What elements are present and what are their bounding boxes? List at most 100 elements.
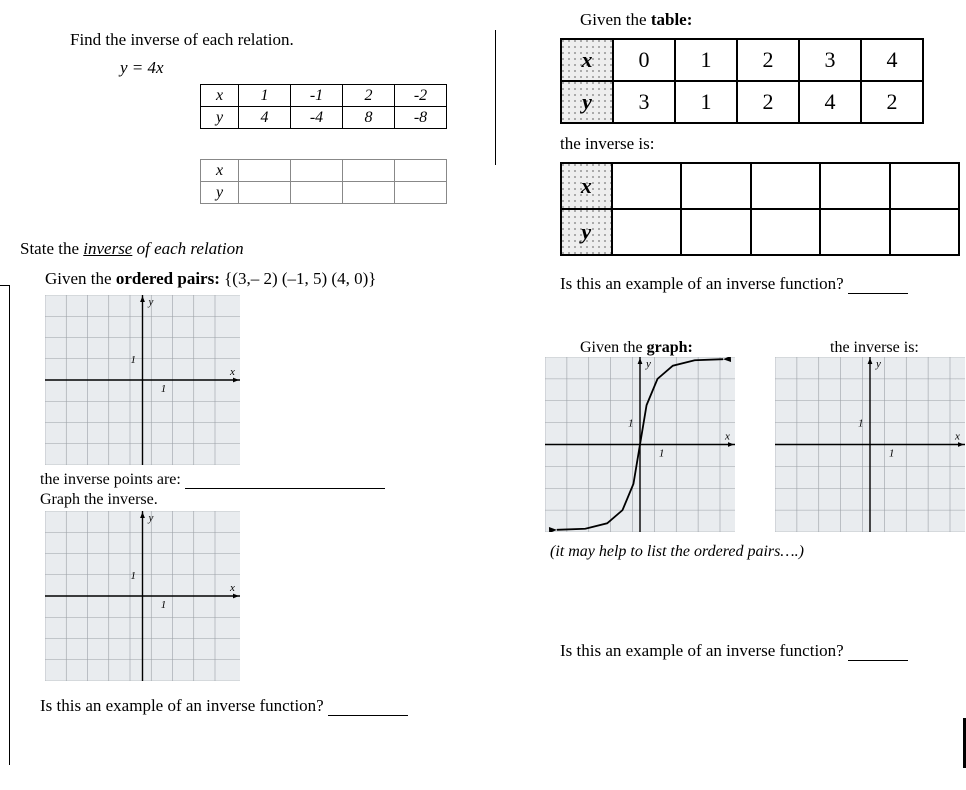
- blank-cell[interactable]: [681, 163, 750, 209]
- cell: -1: [291, 85, 343, 107]
- coordinate-grid: xy11: [45, 295, 240, 465]
- svg-text:y: y: [645, 358, 651, 370]
- table-row: x: [561, 163, 959, 209]
- blank-cell[interactable]: [395, 182, 447, 204]
- cell: 1: [675, 81, 737, 123]
- given-graph-label: Given the graph:: [580, 339, 693, 357]
- blank-cell[interactable]: [751, 163, 820, 209]
- given-table: x 0 1 2 3 4 y 3 1 2 4 2: [560, 38, 924, 124]
- grid-2: x y 1 1: [45, 511, 490, 681]
- blank-cell[interactable]: [343, 160, 395, 182]
- left-margin-rule: [0, 285, 10, 765]
- grid-1: xy11: [45, 295, 490, 465]
- cell: 4: [239, 107, 291, 129]
- blank-cell[interactable]: [395, 160, 447, 182]
- heading-suffix: of each relation: [132, 239, 243, 258]
- blank-cell[interactable]: [612, 163, 681, 209]
- svg-text:1: 1: [131, 354, 137, 366]
- cell: 2: [343, 85, 395, 107]
- heading-underlined: inverse: [83, 239, 132, 258]
- question-text: Is this an example of an inverse functio…: [560, 641, 844, 660]
- cell: 2: [737, 81, 799, 123]
- table-row: y 3 1 2 4 2: [561, 81, 923, 123]
- coordinate-grid: x y 1 1: [45, 511, 240, 681]
- given-graph-grid: x y 1 1: [545, 357, 735, 532]
- answer-blank[interactable]: [848, 647, 908, 661]
- row-label-x: x: [201, 160, 239, 182]
- x-header: x: [561, 39, 613, 81]
- inverse-graph-grid: x y 1 1: [775, 357, 965, 532]
- inverse-function-question-1: Is this an example of an inverse functio…: [560, 274, 960, 294]
- answer-blank[interactable]: [328, 702, 408, 716]
- inverse-function-question-2: Is this an example of an inverse functio…: [560, 641, 960, 661]
- inverse-points-label: the inverse points are:: [40, 471, 490, 489]
- row-label-y: y: [201, 107, 239, 129]
- cell: 0: [613, 39, 675, 81]
- blank-cell[interactable]: [751, 209, 820, 255]
- blank-cell[interactable]: [239, 182, 291, 204]
- cell: -4: [291, 107, 343, 129]
- svg-text:1: 1: [131, 570, 137, 582]
- blank-cell[interactable]: [291, 182, 343, 204]
- cell: 2: [737, 39, 799, 81]
- y-header: y: [561, 81, 613, 123]
- cell: 3: [799, 39, 861, 81]
- blank-cell[interactable]: [239, 160, 291, 182]
- find-inverse-heading: Find the inverse of each relation.: [70, 30, 490, 50]
- equation: y = 4x: [120, 58, 490, 78]
- svg-text:1: 1: [628, 418, 634, 430]
- inverse-is-label: the inverse is:: [560, 134, 960, 154]
- cell: 2: [861, 81, 923, 123]
- svg-text:1: 1: [161, 599, 167, 611]
- left-column: Find the inverse of each relation. y = 4…: [10, 0, 490, 716]
- question-text: Is this an example of an inverse functio…: [560, 274, 844, 293]
- inverse-is-label-2: the inverse is:: [830, 339, 919, 357]
- given-table-label: Given the table:: [580, 10, 960, 30]
- blank-cell[interactable]: [681, 209, 750, 255]
- svg-text:1: 1: [889, 448, 895, 460]
- svg-text:y: y: [148, 512, 154, 524]
- inverse-blank-table: x y: [560, 162, 960, 256]
- hint-text: (it may help to list the ordered pairs….…: [550, 543, 960, 561]
- svg-text:x: x: [229, 582, 235, 594]
- answer-blank[interactable]: [848, 280, 908, 294]
- question-text: Is this an example of an inverse functio…: [40, 696, 324, 715]
- cell: -8: [395, 107, 447, 129]
- table-row: x: [201, 160, 447, 182]
- column-divider: [495, 30, 496, 165]
- svg-text:x: x: [954, 431, 960, 443]
- blank-cell[interactable]: [291, 160, 343, 182]
- cell: 4: [861, 39, 923, 81]
- y-header: y: [561, 209, 612, 255]
- svg-text:1: 1: [858, 418, 864, 430]
- graph-pair: Given the graph: the inverse is: x y 1 1 x y…: [530, 339, 960, 539]
- ordered-pairs-text: Given the ordered pairs: {(3,– 2) (–1, 5…: [45, 269, 490, 289]
- answer-blank[interactable]: [185, 475, 385, 489]
- svg-text:1: 1: [161, 383, 167, 395]
- blank-cell[interactable]: [612, 209, 681, 255]
- blank-cell[interactable]: [820, 209, 889, 255]
- graph-inverse-label: Graph the inverse.: [40, 491, 490, 509]
- cell: 3: [613, 81, 675, 123]
- state-inverse-heading: State the inverse of each relation: [20, 239, 490, 259]
- cell: 1: [239, 85, 291, 107]
- row-label-x: x: [201, 85, 239, 107]
- cell: 4: [799, 81, 861, 123]
- svg-text:y: y: [875, 358, 881, 370]
- blank-cell[interactable]: [343, 182, 395, 204]
- svg-text:x: x: [724, 431, 730, 443]
- xy-table-filled: x 1 -1 2 -2 y 4 -4 8 -8: [200, 84, 447, 129]
- cell: 1: [675, 39, 737, 81]
- table-row: y: [561, 209, 959, 255]
- right-column: Given the table: x 0 1 2 3 4 y 3 1 2 4 2…: [530, 0, 960, 661]
- table-row: y 4 -4 8 -8: [201, 107, 447, 129]
- label-text: the inverse points are:: [40, 471, 181, 488]
- blank-cell[interactable]: [890, 209, 960, 255]
- svg-text:1: 1: [659, 448, 665, 460]
- cell: -2: [395, 85, 447, 107]
- blank-cell[interactable]: [890, 163, 960, 209]
- xy-table-blank: x y: [200, 159, 447, 204]
- table-row: y: [201, 182, 447, 204]
- table-row: x 0 1 2 3 4: [561, 39, 923, 81]
- blank-cell[interactable]: [820, 163, 889, 209]
